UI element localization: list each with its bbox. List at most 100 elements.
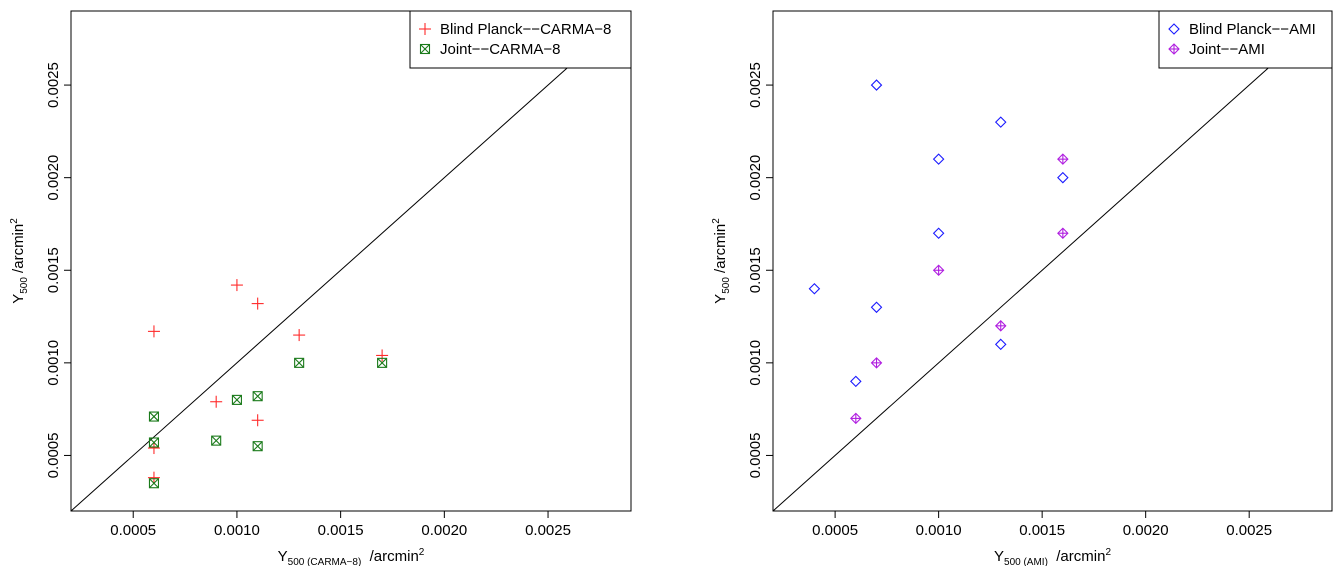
y-tick-label: 0.0015 <box>747 247 764 293</box>
x-tick-label: 0.0005 <box>812 522 858 539</box>
y-tick-label: 0.0005 <box>747 432 764 478</box>
marker-diamond <box>808 282 821 295</box>
legend-label: Blind Planck−−AMI <box>1189 21 1316 38</box>
x-tick-label: 0.0020 <box>1123 522 1169 539</box>
data-point <box>293 329 306 342</box>
legend-box <box>409 10 632 69</box>
y-tick-label: 0.0010 <box>747 340 764 386</box>
legend-marker <box>1168 23 1180 35</box>
marker-box <box>252 391 263 402</box>
data-point <box>252 391 263 402</box>
data-point <box>1057 227 1069 240</box>
legend-marker <box>419 23 431 35</box>
data-point <box>147 471 160 484</box>
x-tick-label: 0.0005 <box>110 522 156 539</box>
marker-box <box>148 411 160 422</box>
series-2 <box>148 357 388 489</box>
legend: Blind Planck−−CARMA−8 Joint−−CARMA−8 <box>409 10 632 69</box>
marker-diag <box>252 391 263 402</box>
marker-diamond <box>994 338 1007 351</box>
x-tick-label: 0.0015 <box>318 522 364 539</box>
marker-diamond <box>1057 171 1069 184</box>
marker-box <box>148 437 160 448</box>
x-tick-label: 0.0010 <box>916 522 962 539</box>
marker-diamond <box>932 227 945 240</box>
series-1 <box>147 279 389 484</box>
marker-diamond <box>870 301 883 314</box>
marker-diamond <box>994 116 1007 128</box>
data-point <box>870 79 883 91</box>
data-point <box>231 394 242 405</box>
x-axis-label: Y500 (CARMA−8) /arcmin2 <box>278 547 425 566</box>
y-tick-label: 0.0015 <box>45 247 62 293</box>
legend-marker <box>1168 43 1180 55</box>
data-point <box>932 264 945 277</box>
data-point <box>148 478 160 489</box>
data-point <box>148 411 160 422</box>
data-point <box>376 349 389 362</box>
marker-diag <box>420 44 430 54</box>
marker-box <box>148 478 160 489</box>
legend-box <box>1158 10 1333 69</box>
y-tick-label: 0.0020 <box>747 155 764 201</box>
y-axis-label: Y500 /arcmin2 <box>9 218 30 304</box>
x-axis-label: Y500 (AMI) /arcmin2 <box>994 547 1111 566</box>
chart-panel-1: 0.0005 0.0010 0.0015 0.0020 0.0025 0.0005 0.00… <box>9 10 632 566</box>
identity-line <box>70 10 632 512</box>
data-point <box>377 357 388 368</box>
marker-diamond <box>870 79 883 91</box>
series-1 <box>808 79 1069 388</box>
legend-marker <box>419 43 431 55</box>
data-point <box>932 153 945 165</box>
marker-box <box>294 357 305 368</box>
data-point <box>252 441 263 452</box>
data-point <box>1057 153 1069 165</box>
y-tick-label: 0.0010 <box>45 340 62 386</box>
data-point <box>251 297 264 310</box>
data-point <box>850 412 862 425</box>
legend-label: Joint−−AMI <box>1189 41 1265 58</box>
legend-label: Blind Planck−−CARMA−8 <box>440 21 611 38</box>
x-tick-label: 0.0025 <box>525 522 571 539</box>
data-point <box>230 279 243 292</box>
marker-diag <box>252 441 263 452</box>
data-point <box>251 414 264 427</box>
y-axis-label: Y500 /arcmin2 <box>711 218 732 304</box>
data-point <box>808 282 821 295</box>
data-point <box>1057 171 1069 184</box>
marker-diamond <box>932 153 945 165</box>
x-tick-label: 0.0015 <box>1019 522 1065 539</box>
marker-diag <box>294 357 305 368</box>
marker-box <box>377 357 388 368</box>
marker-diag <box>149 478 159 489</box>
marker-diag <box>149 437 159 448</box>
y-tick-label: 0.0005 <box>45 432 62 478</box>
plot-frame <box>70 10 632 512</box>
marker-diamond <box>1168 23 1180 35</box>
legend: Blind Planck−−AMI Joint−−AMI <box>1158 10 1333 69</box>
data-point <box>932 227 945 240</box>
data-point <box>148 437 160 448</box>
data-point <box>850 375 862 388</box>
chart-panel-2: 0.0005 0.0010 0.0015 0.0020 0.0025 0.0005 0.00… <box>711 10 1333 566</box>
marker-box <box>419 43 431 55</box>
data-point <box>147 442 160 455</box>
data-point <box>870 301 883 314</box>
data-point <box>994 320 1007 332</box>
y-tick-label: 0.0020 <box>45 155 62 201</box>
data-point <box>870 357 883 369</box>
marker-box <box>231 394 242 405</box>
x-tick-label: 0.0010 <box>214 522 260 539</box>
x-tick-label: 0.0025 <box>1226 522 1272 539</box>
marker-diamond <box>850 375 862 388</box>
y-tick-label: 0.0025 <box>747 62 764 108</box>
marker-diag <box>377 357 388 368</box>
data-point <box>294 357 305 368</box>
marker-box <box>252 441 263 452</box>
data-point <box>211 435 222 446</box>
legend-label: Joint−−CARMA−8 <box>440 41 560 58</box>
data-point <box>994 116 1007 128</box>
marker-diag <box>232 394 242 405</box>
marker-diag <box>149 411 159 422</box>
